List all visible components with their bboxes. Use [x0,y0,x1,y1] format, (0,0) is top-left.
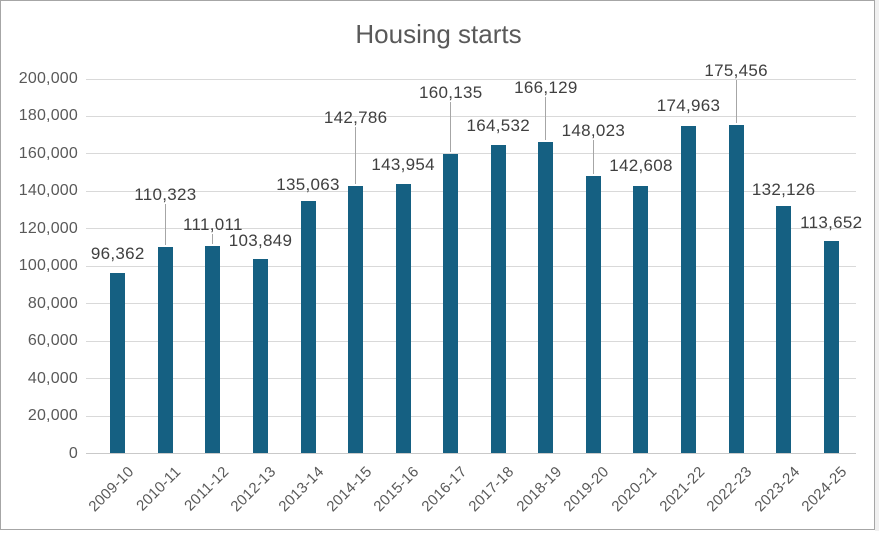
x-axis-label: 2020-21 [608,463,661,516]
y-axis-tick-label: 20,000 [27,407,78,425]
x-axis-label: 2023-24 [751,463,803,516]
gridline [86,190,856,192]
bar-2023-24 [776,206,792,454]
bar-2012-13 [252,259,268,454]
data-label: 103,849 [228,231,293,250]
x-axis-label: 2012-13 [227,463,280,516]
data-label: 148,023 [561,121,626,140]
bar-2013-14 [300,200,316,454]
x-axis-label: 2013-14 [275,463,328,516]
bar-2015-16 [395,183,411,454]
data-label: 135,063 [276,175,340,194]
bar-2024-25 [823,240,839,454]
x-axis-label: 2021-22 [655,463,708,516]
y-axis-tick-label: 40,000 [27,369,78,387]
x-axis-label: 2016-17 [418,463,471,516]
data-label: 164,532 [466,116,531,135]
chart-frame: Housing starts 0 20,000 40,000 60,000 80,000… [0,0,875,530]
leader-line [450,102,452,152]
plot-area: 0 20,000 40,000 60,000 80,000 100,000 120,000 1… [18,61,863,516]
gridline [86,153,856,155]
data-label: 110,323 [134,185,197,204]
bar-2009-10 [110,273,126,454]
bar-2017-18 [490,145,506,454]
x-axis-label: 2018-19 [513,463,566,516]
x-axis-label: 2015-16 [370,463,423,516]
leader-line [164,204,166,245]
data-label: 142,608 [609,156,673,175]
y-axis-tick-label: 180,000 [18,107,78,125]
gridline [86,78,856,80]
data-label: 142,786 [323,108,388,127]
data-label: 113,652 [800,213,863,232]
data-label: 132,126 [751,180,816,199]
y-axis-tick-label: 200,000 [18,70,78,87]
x-axis-line [86,453,856,454]
data-label: 143,954 [371,155,435,174]
y-axis-tick-label: 80,000 [27,294,78,312]
data-label: 166,129 [514,78,578,97]
y-axis-tick-label: 160,000 [18,144,78,162]
data-label: 174,963 [656,96,721,115]
bar-2010-11 [157,246,173,454]
x-axis-label: 2010-11 [133,463,185,515]
bar-2022-23 [728,124,744,454]
leader-line [212,234,214,244]
y-axis-tick-label: 100,000 [18,257,78,275]
bar-2019-20 [585,176,601,454]
leader-line [355,127,357,185]
gridline [86,228,856,230]
y-axis-tick-label: 0 [68,444,78,462]
x-axis-label: 2017-18 [465,463,518,516]
x-axis-label: 2009-10 [85,463,138,516]
leader-line [592,140,594,175]
data-label: 111,011 [183,215,243,234]
gridline [86,378,856,380]
gridline [86,303,856,305]
x-axis-label: 2024-25 [798,463,851,516]
gridline [86,265,856,267]
x-axis-label: 2022-23 [703,463,756,516]
leader-line [735,80,737,123]
data-label: 160,135 [418,83,483,102]
data-label: 175,456 [704,61,768,80]
data-label: 96,362 [90,244,145,263]
x-axis-label: 2014-15 [322,463,375,516]
gridline [86,115,856,117]
bar-2011-12 [205,245,221,454]
y-axis-tick-label: 140,000 [18,182,78,200]
bar-2021-22 [681,125,697,454]
gridline [86,340,856,342]
bar-2018-19 [538,142,554,454]
x-axis-label: 2019-20 [560,463,613,516]
chart-title: Housing starts [355,19,522,49]
page-background-strip [875,0,879,531]
leader-line [545,97,547,141]
bar-2014-15 [348,186,364,454]
bar-2016-17 [443,153,459,454]
x-axis-label: 2011-12 [181,463,233,515]
y-axis-tick-label: 60,000 [27,332,78,350]
bar-2020-21 [633,186,649,454]
y-axis-tick-label: 120,000 [18,219,78,237]
gridline [86,415,856,417]
